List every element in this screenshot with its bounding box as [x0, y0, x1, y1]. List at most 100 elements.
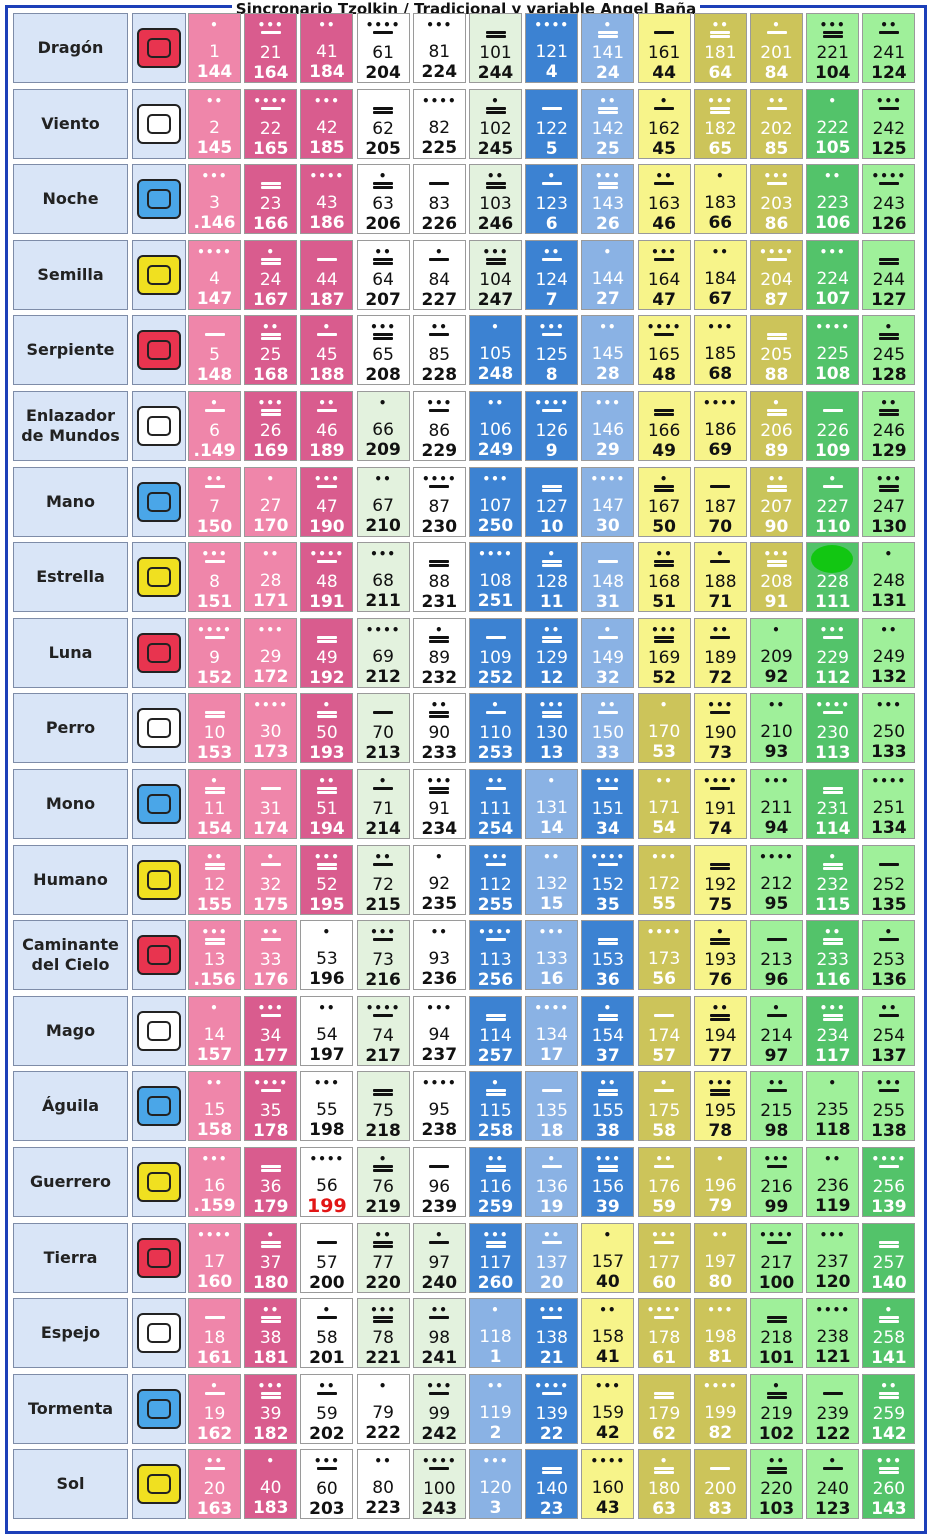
tone-dots: •: [210, 1000, 219, 1015]
kin-number: 177: [647, 1252, 681, 1273]
tone-bar: [710, 787, 731, 790]
tone-bars: [358, 1165, 409, 1175]
variable-kin-number: 39: [596, 1197, 620, 1217]
tone-dots: ••: [374, 244, 392, 259]
tone-bar: [541, 639, 562, 643]
tone-dots: ••: [318, 18, 336, 32]
tone-bar: [654, 1165, 675, 1168]
tone-bars: [526, 106, 577, 117]
kin-cell: • 92 235: [412, 844, 466, 915]
variable-kin-number: 20: [539, 1272, 564, 1293]
tone-dots: [358, 96, 409, 106]
tone-bars: [470, 182, 521, 192]
kin-number: 58: [316, 1328, 338, 1349]
tone-dots: [470, 1003, 521, 1013]
tone-dots: •: [322, 698, 332, 713]
tone-dots: •••: [594, 396, 621, 410]
variable-kin-number: 131: [871, 591, 907, 612]
kin-cell: • 222 105: [806, 88, 860, 159]
table-row: Guerrero ••• 16.159 36 179 •••• 56 199 • 76 219 9…: [12, 1146, 918, 1218]
kin-cell: 96 239: [412, 1147, 466, 1217]
tone-bar: [204, 1467, 225, 1471]
variable-kin-number: 137: [871, 1045, 907, 1066]
tone-bars: [751, 560, 802, 570]
variable-kin-number: 227: [421, 289, 458, 310]
tone-dots: •: [322, 925, 332, 940]
sign-name: Tierra: [13, 1222, 128, 1293]
variable-kin-number: 112: [814, 667, 851, 688]
kin-cell: 205 88: [750, 315, 803, 386]
tone-dots: •: [210, 1378, 219, 1393]
tone-dots: ••••: [197, 622, 232, 637]
tone-dots: •: [603, 622, 613, 637]
variable-kin-number: 50: [652, 516, 676, 537]
kin-cell: • 58 201: [300, 1298, 354, 1369]
tone-dots: ••••: [759, 244, 794, 259]
tone-bar: [429, 1316, 450, 1320]
variable-kin-number: 44: [652, 63, 676, 83]
kin-cell: ••• 73 216: [356, 920, 410, 991]
kin-number: 76: [372, 1177, 394, 1197]
variable-kin-number: 31: [596, 592, 620, 613]
tone-bars: [245, 31, 296, 41]
tone-dots: ••: [599, 93, 617, 108]
variable-kin-number: 144: [196, 62, 233, 82]
kin-cell: •• 249 132: [862, 617, 916, 688]
tone-bars: [807, 862, 858, 873]
kin-cell: •• 98 241: [412, 1298, 466, 1369]
tone-bar: [204, 409, 225, 412]
night-glyph-icon: [137, 179, 181, 220]
tone-bar: [597, 711, 618, 715]
tone-bar: [373, 186, 394, 190]
tone-bar: [654, 106, 675, 110]
kin-number: 259: [872, 1403, 906, 1424]
variable-kin-number: 85: [764, 138, 789, 159]
kin-cell: •••• 82 225: [412, 88, 466, 159]
variable-kin-number: 101: [758, 1348, 795, 1369]
kin-number: 57: [316, 1252, 338, 1273]
variable-kin-number: 163: [196, 1499, 233, 1520]
kin-number: 218: [760, 1328, 793, 1349]
kin-number: 200: [704, 1479, 737, 1500]
tone-dots: [189, 700, 240, 710]
tone-dots: •••: [257, 18, 284, 32]
tone-dots: ••: [599, 698, 617, 713]
kin-cell: • 183 66: [693, 164, 747, 235]
kin-cell: • 144 27: [581, 239, 635, 310]
tone-bar: [260, 106, 281, 110]
tone-bar: [597, 31, 618, 34]
kin-number: 192: [704, 874, 737, 895]
kin-cell: • 188 71: [693, 542, 747, 613]
variable-kin-number: 258: [477, 1121, 514, 1142]
kin-cell: ••• 260 143: [862, 1449, 916, 1520]
tone-bar: [710, 31, 731, 34]
tone-dots: •: [491, 1076, 500, 1091]
kin-number: 21: [259, 43, 282, 63]
kin-cell: •• 93 236: [412, 920, 466, 991]
tone-bar: [316, 635, 337, 639]
tone-bar: [260, 186, 281, 190]
tone-bars: [582, 560, 633, 570]
tone-bars: [414, 711, 465, 721]
tone-dots: •••: [257, 622, 284, 637]
warrior-glyph-icon: [137, 1162, 181, 1202]
tone-dots: •••: [538, 698, 565, 713]
kin-number: 238: [816, 1327, 849, 1348]
kin-number: 118: [479, 1327, 512, 1348]
kin-number: 236: [816, 1176, 849, 1196]
tone-dots: •: [266, 1454, 276, 1469]
variable-kin-number: 71: [708, 592, 733, 613]
kin-cell: ••• 42 185: [300, 88, 354, 159]
tone-dots: ••: [486, 169, 505, 184]
tone-bars: [582, 938, 633, 948]
tone-bar: [485, 110, 506, 114]
kin-number: 84: [428, 269, 451, 290]
kin-number: 195: [704, 1101, 737, 1122]
tone-bar: [429, 560, 450, 564]
tone-bar: [485, 635, 506, 639]
kin-number: 241: [872, 43, 906, 63]
tone-dots: •: [772, 622, 781, 637]
kin-number: 74: [372, 1025, 394, 1046]
kin-number: 34: [259, 1025, 282, 1046]
kin-cell: • 45 188: [300, 315, 354, 386]
